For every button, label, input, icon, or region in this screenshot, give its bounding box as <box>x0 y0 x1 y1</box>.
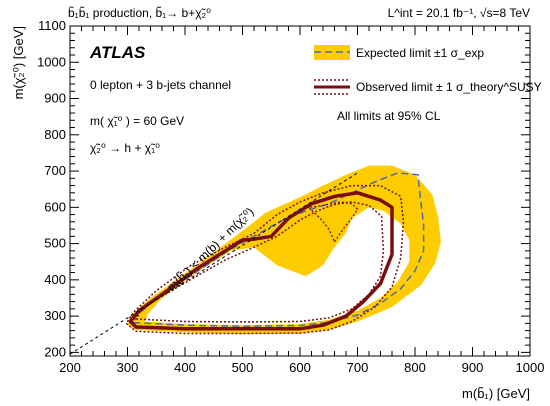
plot-frame <box>69 25 531 357</box>
x-tick-label: 500 <box>232 360 254 375</box>
y-tick-label: 500 <box>44 236 66 251</box>
kinematic-limit-line <box>70 172 358 355</box>
y-tick-label: 900 <box>44 91 66 106</box>
y-tick-label: 800 <box>44 127 66 142</box>
channel-label: 0 lepton + 3 b-jets channel <box>90 78 231 92</box>
header-right: L^int = 20.1 fb⁻¹, √s=8 TeV <box>388 6 530 20</box>
mass-note: m( χ̃₁⁰ ) = 60 GeV <box>90 114 184 128</box>
y-tick-label: 600 <box>44 199 66 214</box>
x-tick-label: 300 <box>117 360 139 375</box>
x-tick-label: 200 <box>59 360 81 375</box>
expected-sigma-band <box>127 165 441 335</box>
x-tick-label: 700 <box>347 360 369 375</box>
x-tick-label: 1000 <box>516 360 545 375</box>
diagonal-label: m(b̃₁) < m(b) + m(χ̃₂⁰) <box>164 204 257 294</box>
x-tick-label: 400 <box>174 360 196 375</box>
observed-limit-line <box>128 191 394 331</box>
header-left: b̃₁b̃₁ production, b̃₁→ b+χ̃₂⁰ <box>68 5 211 20</box>
legend-expected-label: Expected limit ±1 σ_exp <box>356 46 484 60</box>
y-axis-label: m(χ̃₂⁰) [GeV] <box>11 26 26 99</box>
observed-plus-sigma-line <box>134 201 385 323</box>
axis-ticks: 200 300 400 500 600 700 800 900 1000 200 300 400 500… <box>37 18 544 375</box>
observed-island-line <box>307 201 359 244</box>
plot-layer <box>70 165 441 355</box>
cl-note: All limits at 95% CL <box>337 109 441 123</box>
x-tick-label: 800 <box>404 360 426 375</box>
y-tick-label: 700 <box>44 163 66 178</box>
y-tick-label: 1000 <box>37 54 66 69</box>
y-tick-label: 1100 <box>38 18 66 33</box>
y-tick-label: 200 <box>44 344 66 359</box>
legend-observed-label: Observed limit ± 1 σ_theory^SUSY <box>356 80 542 94</box>
y-tick-label: 300 <box>44 308 66 323</box>
y-tick-label: 400 <box>44 272 66 287</box>
x-tick-label: 900 <box>462 360 484 375</box>
x-tick-label: 600 <box>289 360 311 375</box>
x-axis-label: m(b̃₁) [GeV] <box>462 386 530 401</box>
decay-note: χ̃₂⁰ → h + χ̃₁⁰ <box>90 141 160 155</box>
observed-minus-sigma-line <box>125 184 405 335</box>
experiment-label: ATLAS <box>89 43 146 62</box>
